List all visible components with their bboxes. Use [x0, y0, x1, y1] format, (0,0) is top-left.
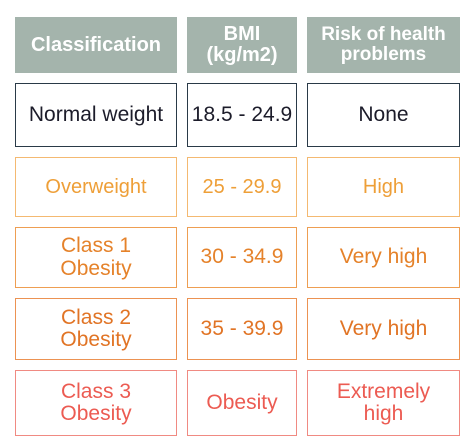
header-risk: Risk of health problems [307, 17, 460, 73]
cell-bmi-normal: 18.5 - 24.9 [187, 83, 297, 147]
cell-risk-class1: Very high [307, 227, 460, 288]
cell-risk-overweight: High [307, 157, 460, 217]
bmi-table: Classification BMI (kg/m2) Risk of healt… [15, 17, 460, 436]
header-bmi: BMI (kg/m2) [187, 17, 297, 73]
cell-risk-class3: Extremely high [307, 370, 460, 436]
cell-bmi-overweight: 25 - 29.9 [187, 157, 297, 217]
cell-risk-class2: Very high [307, 298, 460, 360]
cell-classification-overweight: Overweight [15, 157, 177, 217]
header-classification: Classification [15, 17, 177, 73]
cell-classification-class3: Class 3 Obesity [15, 370, 177, 436]
cell-classification-class1: Class 1 Obesity [15, 227, 177, 288]
cell-classification-normal: Normal weight [15, 83, 177, 147]
cell-bmi-class2: 35 - 39.9 [187, 298, 297, 360]
cell-risk-normal: None [307, 83, 460, 147]
cell-bmi-class3: Obesity [187, 370, 297, 436]
cell-bmi-class1: 30 - 34.9 [187, 227, 297, 288]
cell-classification-class2: Class 2 Obesity [15, 298, 177, 360]
